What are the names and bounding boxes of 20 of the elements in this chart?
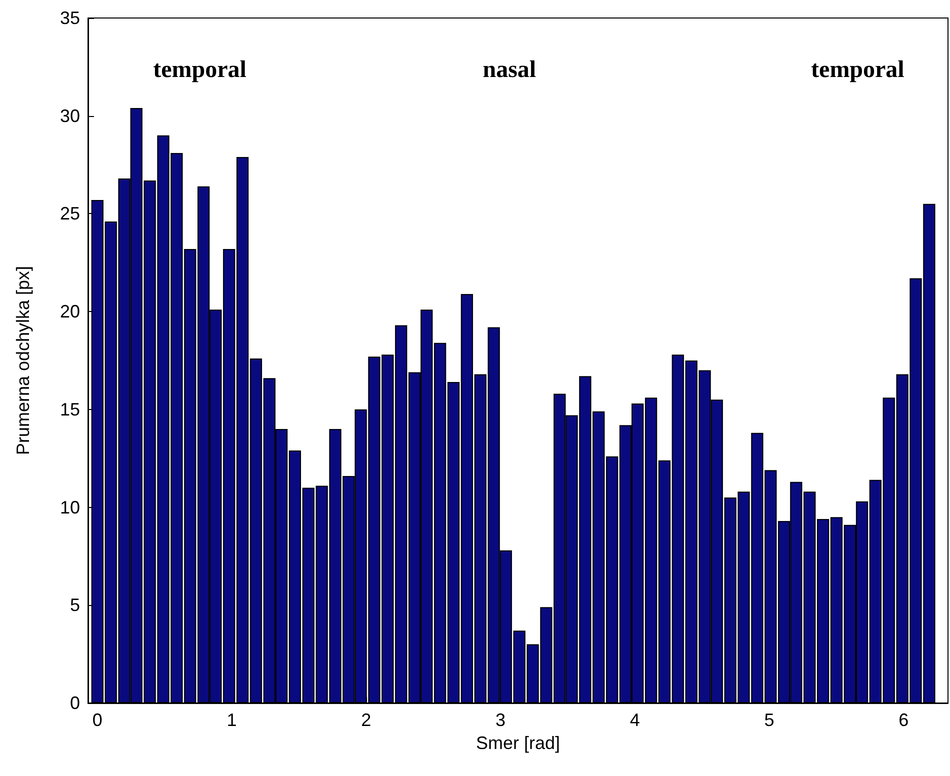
y-axis-title: Prumerna odchylka [px]	[13, 266, 33, 456]
annotation: nasal	[482, 57, 536, 83]
annotation: temporal	[811, 57, 905, 83]
x-tick-label: 5	[764, 710, 774, 730]
y-tick-label: 5	[70, 595, 80, 616]
y-tick-label: 20	[60, 302, 80, 322]
y-tick-label: 15	[60, 399, 80, 420]
x-tick-label: 6	[898, 710, 909, 730]
y-tick-label: 25	[60, 204, 80, 224]
x-tick-label: 0	[92, 710, 102, 730]
y-tick-label: 35	[60, 8, 80, 28]
annotation: temporal	[153, 57, 247, 83]
x-tick-label: 4	[630, 710, 640, 730]
x-axis-title: Smer [rad]	[476, 732, 560, 753]
x-tick-label: 2	[361, 710, 372, 730]
y-tick-label: 0	[70, 693, 80, 713]
x-tick-label: 3	[496, 710, 506, 730]
x-tick-label: 1	[226, 710, 237, 730]
y-tick-label: 30	[60, 106, 80, 126]
y-tick-label: 10	[60, 497, 80, 518]
